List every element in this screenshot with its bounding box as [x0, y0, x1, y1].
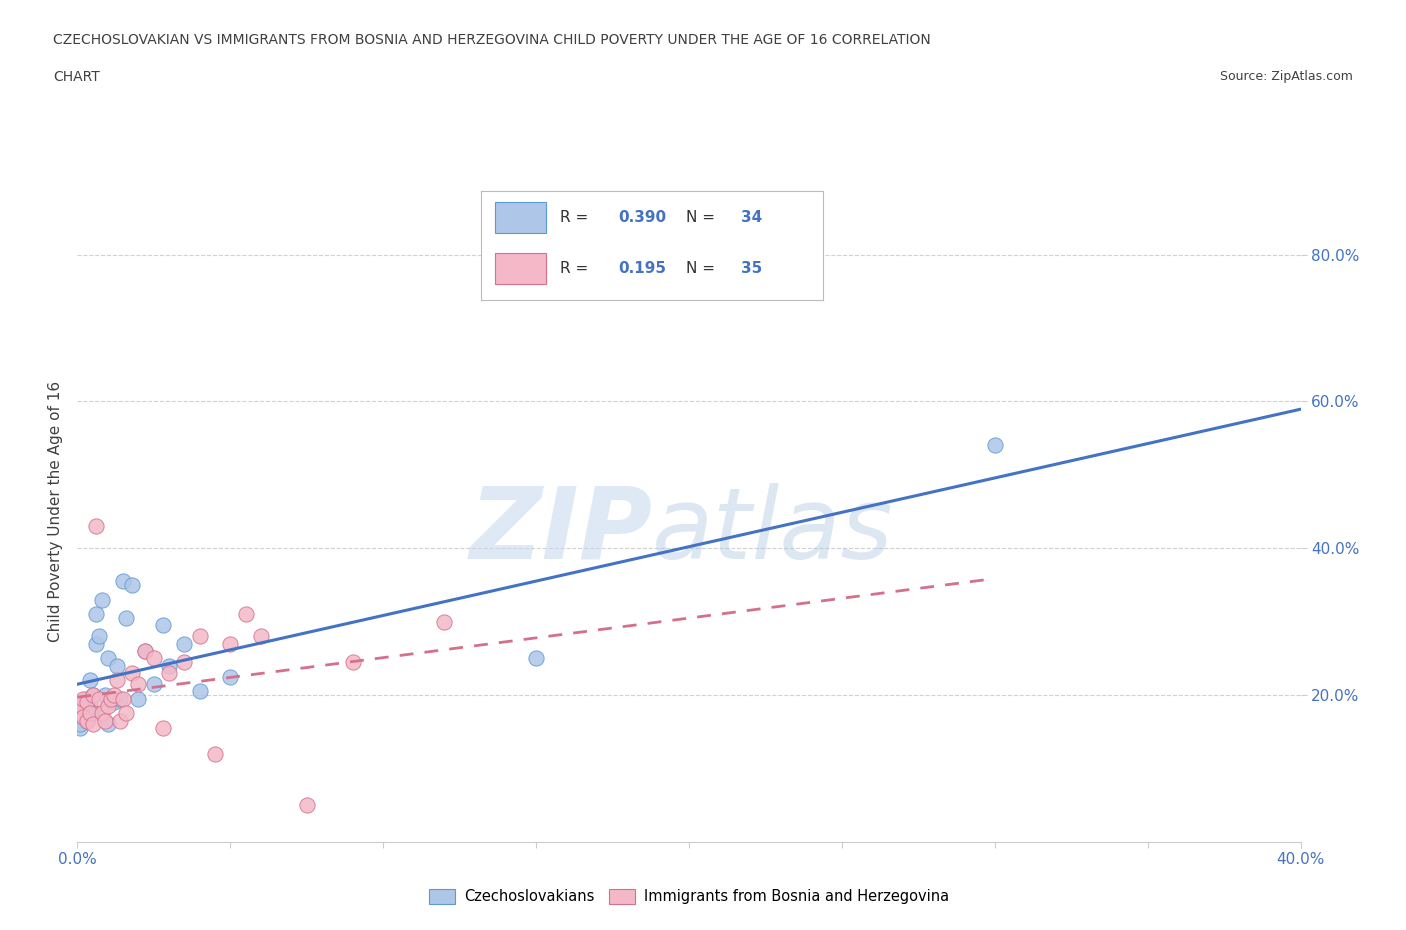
Text: Source: ZipAtlas.com: Source: ZipAtlas.com [1219, 70, 1353, 83]
Point [79, 698, 101, 713]
Point [433, 614, 456, 629]
Point [157, 658, 180, 673]
Point [76, 695, 98, 710]
Point [94, 687, 117, 702]
Point [76, 691, 98, 706]
Point [90, 706, 112, 721]
Point [94, 713, 117, 728]
Point [134, 644, 156, 658]
Point [69, 698, 91, 713]
Point [524, 651, 547, 666]
Point [112, 574, 135, 589]
Point [76, 713, 98, 728]
Point [72, 706, 94, 721]
Point [219, 670, 242, 684]
Text: CHART: CHART [53, 70, 100, 84]
Point [108, 691, 131, 706]
Point [79, 672, 101, 687]
Point [115, 610, 138, 625]
Point [72, 691, 94, 706]
Point [108, 713, 131, 728]
Text: atlas: atlas [652, 483, 894, 579]
Point [219, 636, 242, 651]
Point [82, 687, 104, 702]
Point [142, 651, 165, 666]
Legend: Czechoslovakians, Immigrants from Bosnia and Herzegovina: Czechoslovakians, Immigrants from Bosnia… [423, 884, 955, 910]
Point [188, 684, 211, 698]
Point [97, 717, 120, 732]
Y-axis label: Child Poverty Under the Age of 16: Child Poverty Under the Age of 16 [48, 381, 63, 642]
Point [121, 666, 143, 681]
Point [84, 636, 107, 651]
Point [250, 629, 273, 644]
Point [235, 606, 257, 621]
Point [69, 706, 91, 721]
Point [100, 691, 122, 706]
Point [103, 695, 125, 710]
Point [82, 717, 104, 732]
Point [76, 713, 98, 728]
Point [105, 672, 128, 687]
Point [97, 651, 120, 666]
Point [127, 691, 149, 706]
Point [188, 629, 211, 644]
Point [84, 606, 107, 621]
Point [173, 636, 195, 651]
Point [82, 687, 104, 702]
Point [115, 706, 138, 721]
Point [72, 710, 94, 724]
Point [342, 655, 364, 670]
Point [84, 519, 107, 534]
Point [204, 746, 226, 761]
Point [97, 698, 120, 713]
Text: ZIP: ZIP [470, 483, 652, 579]
Point [984, 438, 1007, 453]
Point [157, 666, 180, 681]
Point [87, 629, 110, 644]
Point [121, 578, 143, 592]
Point [69, 717, 91, 732]
Point [82, 706, 104, 721]
Point [103, 687, 125, 702]
Point [105, 658, 128, 673]
Point [72, 710, 94, 724]
Point [152, 618, 174, 632]
Point [142, 676, 165, 691]
Point [69, 721, 91, 736]
Point [127, 676, 149, 691]
Point [173, 655, 195, 670]
Point [295, 798, 318, 813]
Point [112, 691, 135, 706]
Point [134, 644, 156, 658]
Point [79, 706, 101, 721]
Point [100, 691, 122, 706]
Text: CZECHOSLOVAKIAN VS IMMIGRANTS FROM BOSNIA AND HERZEGOVINA CHILD POVERTY UNDER TH: CZECHOSLOVAKIAN VS IMMIGRANTS FROM BOSNI… [53, 33, 931, 46]
Point [90, 592, 112, 607]
Point [87, 691, 110, 706]
Point [152, 721, 174, 736]
